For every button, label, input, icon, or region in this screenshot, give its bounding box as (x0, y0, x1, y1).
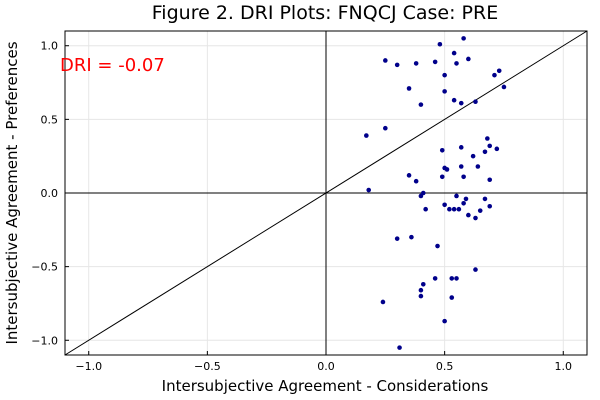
data-point (461, 36, 466, 41)
y-tick-label: −1.0 (31, 334, 58, 347)
data-point (456, 206, 462, 212)
data-point (461, 201, 466, 206)
data-point (437, 41, 443, 47)
data-point (418, 287, 424, 293)
data-point (454, 193, 459, 199)
data-point (383, 125, 388, 131)
data-point (442, 89, 447, 94)
data-point (397, 345, 402, 350)
y-axis-label: Intersubjective Agreement - Preferences (3, 41, 21, 344)
data-point (406, 173, 412, 178)
data-point (473, 99, 478, 104)
reference-line-diagonal (64, 30, 588, 356)
data-point (477, 208, 483, 213)
data-point (439, 147, 445, 153)
data-point (458, 164, 464, 169)
data-point (501, 84, 507, 90)
data-point (444, 167, 450, 172)
data-point (451, 50, 457, 56)
data-point (487, 177, 493, 183)
data-point (470, 153, 476, 159)
data-point (449, 295, 455, 300)
data-point (466, 212, 471, 218)
data-point (409, 234, 414, 240)
data-point (485, 136, 490, 141)
data-point (394, 236, 400, 241)
data-points (364, 36, 507, 350)
data-point (442, 72, 447, 78)
y-tick-label: −0.5 (31, 261, 58, 274)
y-axis-ticks: −1.0 −0.5 0.0 0.5 1.0 (31, 40, 69, 347)
data-point (439, 174, 445, 180)
data-point (473, 267, 478, 272)
y-tick-label: 0.0 (41, 187, 59, 200)
x-axis-label: Intersubjective Agreement - Consideratio… (162, 377, 489, 395)
data-point (394, 62, 400, 68)
data-point (458, 100, 464, 106)
data-point (482, 196, 488, 202)
data-point (473, 215, 478, 221)
data-point (418, 293, 424, 299)
y-tick-label: 0.5 (41, 113, 59, 126)
data-point (494, 146, 500, 152)
data-point (487, 203, 493, 209)
data-point (475, 164, 481, 169)
data-point (454, 276, 459, 281)
data-point (432, 59, 438, 65)
data-point (442, 318, 447, 324)
data-point (418, 193, 424, 199)
data-point (432, 276, 438, 281)
data-point (366, 187, 372, 193)
x-tick-label: 1.0 (555, 360, 573, 373)
data-point (364, 133, 369, 138)
data-point (487, 143, 493, 149)
reference-lines (64, 30, 588, 356)
dri-annotation: DRI = -0.07 (60, 55, 165, 76)
x-tick-label: −0.5 (194, 360, 221, 373)
data-point (435, 243, 440, 249)
data-point (461, 174, 466, 180)
data-point (447, 206, 452, 212)
data-point (383, 58, 388, 63)
x-tick-label: −1.0 (75, 360, 102, 373)
data-point (492, 72, 497, 78)
data-point (449, 276, 455, 281)
data-point (451, 206, 457, 212)
data-point (458, 145, 464, 150)
x-tick-label: 0.0 (317, 360, 335, 373)
x-tick-label: 0.5 (436, 360, 454, 373)
chart-title: Figure 2. DRI Plots: FNQCJ Case: PRE (152, 2, 498, 24)
data-point (454, 61, 459, 66)
x-axis-ticks: −1.0 −0.5 0.0 0.5 1.0 (75, 351, 572, 373)
data-point (451, 97, 457, 103)
data-point (442, 202, 447, 208)
data-point (418, 102, 424, 107)
data-point (466, 56, 471, 62)
data-point (463, 196, 469, 202)
data-point (413, 178, 419, 184)
data-point (482, 149, 488, 155)
data-point (420, 282, 426, 287)
data-point (496, 68, 502, 74)
data-point (413, 61, 419, 66)
y-tick-label: 1.0 (41, 40, 59, 53)
data-point (380, 299, 386, 305)
data-point (423, 206, 428, 212)
data-point (406, 86, 412, 91)
